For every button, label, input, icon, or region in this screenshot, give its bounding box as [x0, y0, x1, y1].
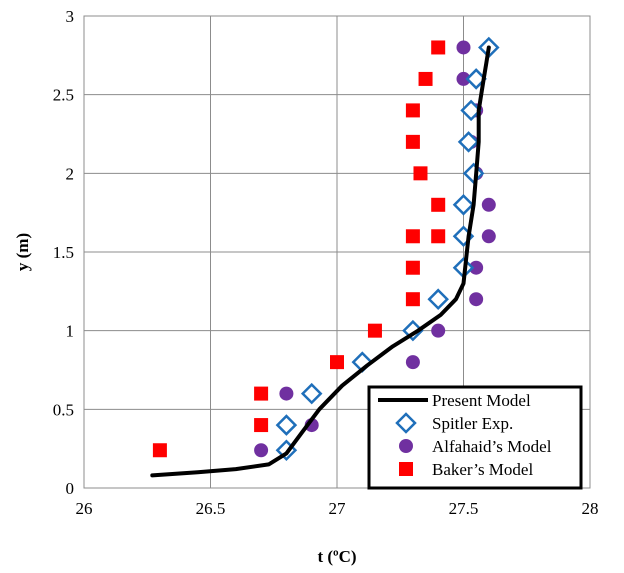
baker-model-point: [330, 355, 344, 370]
alfahaid-model-point: [481, 229, 496, 244]
baker-model-point: [405, 229, 420, 244]
spitler-exp-point: [460, 99, 482, 122]
spitler-exp-point: [465, 68, 487, 90]
alfahaid-model-point: [469, 292, 484, 307]
y-tick-label: 2.5: [53, 86, 74, 105]
series-present-model: [150, 45, 491, 478]
baker-model-point: [431, 40, 446, 55]
x-tick-label: 26: [76, 499, 93, 518]
y-axis-label: y (m): [13, 233, 32, 271]
alfahaid-model-point: [456, 40, 471, 55]
spitler-exp-point: [427, 288, 449, 310]
spitler-exp-point: [457, 131, 480, 153]
baker-model-point: [254, 386, 269, 401]
x-tick-label: 27.5: [449, 499, 479, 518]
baker-model-point: [405, 292, 420, 307]
baker-model-point: [431, 197, 446, 212]
legend-label: Alfahaid’s Model: [432, 437, 552, 456]
x-axis-label: t (ºC): [317, 547, 356, 566]
spitler-exp-point: [300, 382, 323, 405]
baker-model-point: [367, 323, 382, 338]
legend-label: Present Model: [432, 391, 531, 410]
baker-model-point: [431, 229, 446, 244]
baker-model-point: [405, 134, 420, 149]
legend-item-present-model: Present Model: [378, 391, 531, 410]
alfahaid-model-point: [279, 386, 294, 401]
y-tick-label: 0: [66, 479, 75, 498]
baker-model-point: [254, 418, 269, 433]
spitler-exp-point: [275, 414, 298, 436]
legend-item-spitler-exp: Spitler Exp.: [395, 412, 513, 434]
x-tick-label: 28: [582, 499, 599, 518]
y-tick-label: 1.5: [53, 243, 74, 262]
alfahaid-model-point: [405, 355, 420, 370]
x-tick-label: 26.5: [196, 499, 226, 518]
y-tick-label: 1: [66, 322, 75, 341]
legend-item-alfahaid-model: Alfahaid’s Model: [399, 437, 552, 456]
legend: Present Model Spitler Exp. Alfahaid’s Mo…: [367, 385, 583, 490]
alfahaid-model-point: [431, 323, 446, 338]
series-layer: [150, 36, 500, 478]
plot-area-frame: [83, 15, 591, 489]
alfahaid-model-point: [469, 260, 484, 275]
legend-circle-swatch: [399, 439, 413, 453]
x-tick-label: 27: [329, 499, 347, 518]
baker-model-point: [413, 166, 428, 181]
present-model-line: [150, 45, 491, 478]
x-tick-labels: 26 26.5 27 27.5 28: [76, 499, 599, 518]
baker-model-point: [152, 443, 167, 458]
baker-model-point: [405, 260, 420, 275]
y-tick-label: 3: [66, 7, 75, 26]
legend-diamond-swatch: [395, 412, 417, 434]
y-tick-label: 2: [66, 164, 75, 183]
baker-model-point: [418, 71, 433, 86]
legend-label: Spitler Exp.: [432, 414, 513, 433]
legend-label: Baker’s Model: [432, 460, 533, 479]
y-tick-labels: 0 0.5 1 1.5 2 2.5 3: [53, 7, 74, 498]
spitler-exp-point: [452, 194, 475, 216]
alfahaid-model-point: [456, 71, 471, 86]
y-tick-label: 0.5: [53, 400, 74, 419]
baker-model-point: [405, 103, 420, 118]
alfahaid-model-point: [481, 197, 496, 212]
spitler-exp-point: [462, 162, 485, 185]
legend-item-baker-model: Baker’s Model: [399, 460, 533, 479]
series-baker-s-model: [152, 40, 446, 458]
alfahaid-model-point: [254, 443, 269, 458]
legend-square-swatch: [399, 462, 413, 476]
